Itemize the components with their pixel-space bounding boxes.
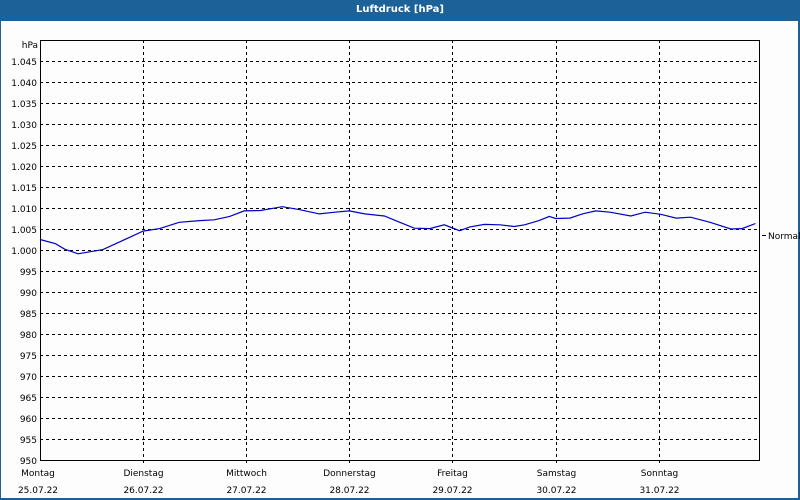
x-tick-date-label: 29.07.22: [432, 486, 472, 496]
x-tick-day-label: Sonntag: [641, 469, 678, 479]
y-tick-label: 1.000: [11, 247, 37, 257]
plot-area-border: [40, 40, 760, 461]
y-tick-label: 1.035: [11, 100, 37, 110]
x-tick-day-label: Mittwoch: [226, 469, 267, 479]
y-tick-label: 1.040: [11, 79, 37, 89]
chart-title: Luftdruck [hPa]: [0, 0, 800, 21]
y-tick-label: 990: [20, 289, 37, 299]
y-tick-label: 975: [20, 352, 37, 362]
y-axis-unit-label: hPa: [22, 41, 38, 51]
y-axis-ticks: 950 955 960 965 970 975 980 985 990 995 1.000 1.005…: [11, 58, 37, 467]
y-tick-label: 980: [20, 331, 37, 341]
y-tick-label: 1.005: [11, 226, 37, 236]
pressure-series-line: [39, 206, 756, 255]
x-tick-date-label: 28.07.22: [329, 486, 369, 496]
y-tick-label: 1.020: [11, 163, 37, 173]
x-tick-date-label: 25.07.22: [18, 486, 58, 496]
y-tick-label: 950: [20, 457, 37, 467]
x-tick-day-label: Montag: [21, 469, 55, 479]
y-tick-label: 960: [20, 415, 37, 425]
x-axis-ticks: Montag 25.07.22 Dienstag 26.07.22 Mittwoch 27…: [18, 469, 680, 496]
y-tick-label: 1.045: [11, 58, 37, 68]
x-tick-day-label: Samstag: [537, 469, 576, 479]
x-tick-day-label: Freitag: [437, 469, 468, 479]
x-tick-date-label: 30.07.22: [536, 486, 576, 496]
y-tick-label: 1.030: [11, 121, 37, 131]
x-tick-date-label: 31.07.22: [639, 486, 679, 496]
y-tick-label: 995: [20, 268, 37, 278]
x-tick-day-label: Dienstag: [123, 469, 163, 479]
y-tick-label: 1.010: [11, 205, 37, 215]
y-tick-label: 955: [20, 436, 37, 446]
y-tick-label: 985: [20, 310, 37, 320]
x-tick-day-label: Donnerstag: [323, 469, 376, 479]
y-tick-label: 965: [20, 394, 37, 404]
grid-lines: [40, 40, 760, 464]
y-tick-label: 1.015: [11, 184, 37, 194]
y-tick-label: 1.025: [11, 142, 37, 152]
normal-marker-label: Normal: [768, 232, 800, 242]
x-tick-date-label: 26.07.22: [123, 486, 163, 496]
y-tick-label: 970: [20, 373, 37, 383]
x-tick-date-label: 27.07.22: [226, 486, 266, 496]
